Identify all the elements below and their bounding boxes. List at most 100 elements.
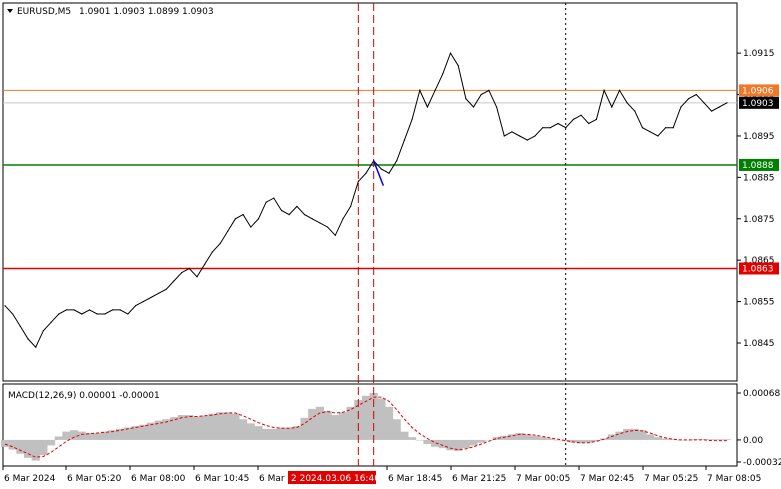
macd-histogram-bar (162, 419, 171, 440)
price-point (134, 305, 137, 307)
macd-histogram-bar (31, 439, 40, 461)
symbol-label: EURUSD,M5 (17, 7, 71, 17)
macd-histogram-bar (285, 427, 294, 440)
price-point (626, 102, 628, 104)
x-tick-label: 6 Mar 18:45 (388, 474, 442, 484)
macd-histogram-bar (8, 439, 17, 450)
macd-histogram-bar (54, 436, 63, 440)
macd-histogram-bar (246, 423, 255, 440)
svg-text:1.0888: 1.0888 (742, 161, 774, 171)
macd-histogram-bar (116, 428, 125, 440)
macd-histogram-bar (715, 439, 724, 440)
price-point (711, 110, 713, 112)
x-tick-label: 6 Mar 05:20 (67, 474, 122, 484)
svg-text:2 2024.03.06 16:40: 2 2024.03.06 16:40 (291, 474, 380, 484)
macd-histogram-bar (592, 439, 601, 442)
macd-histogram-bar (338, 412, 348, 440)
macd-histogram-bar (461, 439, 470, 449)
y-tick-label: 1.0865 (743, 256, 775, 266)
main-plot-frame (2, 2, 738, 382)
macd-histogram-bar (239, 419, 248, 440)
price-point (73, 309, 75, 311)
vertical-markers (357, 3, 567, 466)
price-tag-1.0906: 1.0906 (739, 84, 779, 97)
price-point (173, 280, 175, 282)
price-point (250, 226, 252, 228)
macd-histogram-bar (707, 439, 716, 440)
macd-histogram-bar (62, 431, 71, 440)
price-point (35, 346, 37, 348)
y-tick-label: 1.0915 (743, 49, 775, 59)
macd-histogram-bar (0, 439, 10, 447)
price-point (188, 267, 190, 270)
price-point (649, 131, 651, 133)
price-layer (4, 51, 728, 349)
price-point (557, 122, 559, 125)
price-point (227, 230, 229, 232)
macd-histogram-bar (630, 428, 639, 440)
price-point (672, 127, 674, 129)
macd-histogram-bar (93, 433, 102, 440)
price-point (519, 135, 521, 137)
macd-histogram-bar (722, 439, 732, 440)
macd-histogram-bar (177, 415, 186, 440)
macd-histogram-bar (407, 437, 417, 440)
y-tick-label: 1.0855 (743, 298, 775, 308)
macd-label: MACD(12,26,9) 0.00001 -0.00001 (8, 391, 160, 401)
price-point (703, 102, 705, 104)
macd-histogram-bar (607, 434, 616, 440)
price-point (219, 243, 221, 245)
price-point (50, 321, 52, 323)
symbol-dropdown-icon[interactable] (7, 9, 13, 13)
macd-histogram-bar (400, 431, 409, 440)
price-point (396, 160, 398, 162)
price-point (657, 135, 659, 137)
macd-histogram-bar (39, 439, 48, 456)
macd-tick-label: 0.00 (743, 436, 763, 446)
price-point (27, 338, 29, 340)
macd-histogram-bar (315, 406, 325, 440)
price-point (326, 226, 329, 228)
macd-histogram-bar (277, 427, 286, 440)
price-point (350, 205, 352, 207)
macd-layer (0, 393, 732, 461)
macd-histogram-bar (208, 413, 217, 440)
price-point (165, 288, 167, 290)
x-tick-label: 6 Mar 1 (259, 474, 293, 484)
x-tick-label: 7 Mar 08:05 (707, 474, 761, 484)
price-point (242, 214, 244, 216)
macd-histogram-bar (108, 430, 117, 440)
svg-text:1.0863: 1.0863 (742, 264, 774, 274)
price-point (434, 89, 436, 91)
price-point (664, 127, 667, 129)
price-point (334, 234, 336, 236)
crosshair-time-label: 2 2024.03.06 16:40 (288, 471, 380, 484)
price-point (542, 127, 544, 129)
macd-histogram-bar (85, 433, 94, 440)
price-point (104, 313, 106, 315)
x-tick-label: 6 Mar 08:00 (131, 474, 186, 484)
price-point (96, 313, 98, 315)
price-point (311, 218, 313, 220)
x-tick-label: 7 Mar 00:05 (516, 474, 570, 484)
macd-histogram-bar (561, 439, 570, 442)
macd-histogram-bar (323, 410, 332, 440)
x-tick-label: 6 Mar 2024 (4, 474, 56, 484)
price-point (296, 205, 298, 207)
price-point (687, 98, 690, 100)
macd-histogram-bar (384, 406, 394, 440)
price-axis: 1.09151.09051.08951.08851.08751.08651.08… (737, 49, 781, 468)
macd-histogram-bar (269, 428, 278, 440)
price-tag-1.0863: 1.0863 (739, 262, 779, 275)
price-point (211, 251, 213, 253)
price-point (273, 197, 275, 199)
price-point (526, 139, 528, 141)
price-point (549, 127, 551, 129)
price-point (257, 218, 260, 220)
macd-histogram-bar (431, 439, 440, 447)
price-point (641, 127, 644, 129)
macd-histogram-bar (484, 439, 493, 441)
macd-histogram-bar (446, 439, 455, 451)
price-point (480, 93, 482, 96)
price-point (88, 309, 91, 311)
